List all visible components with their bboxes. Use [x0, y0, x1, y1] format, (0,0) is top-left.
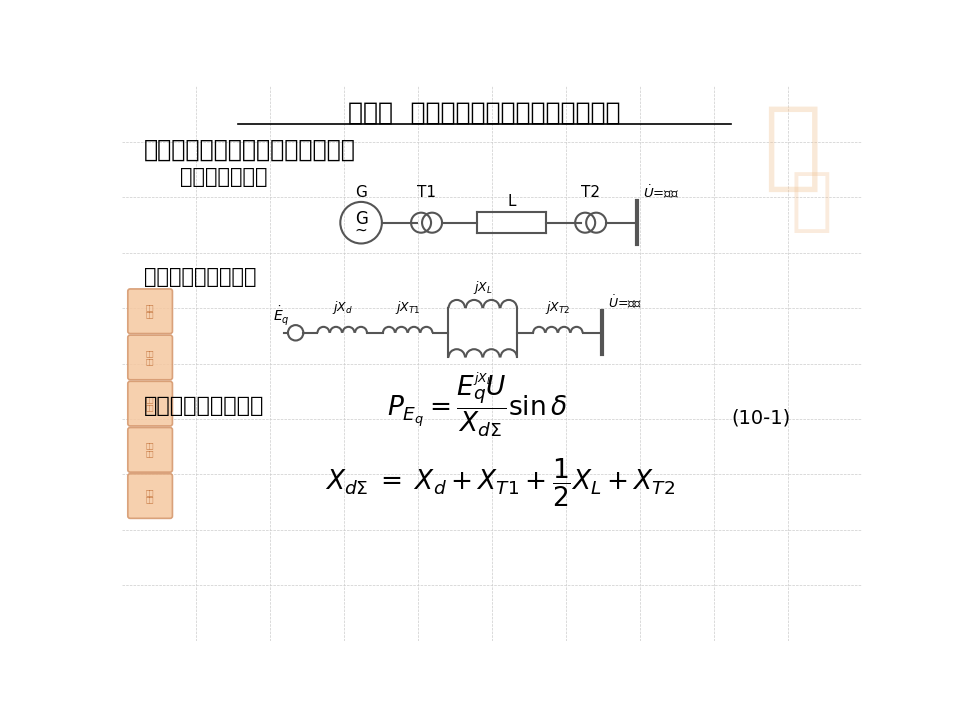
Text: 第一节  电力系统静态稳定性的基本概念: 第一节 电力系统静态稳定性的基本概念 [348, 101, 620, 125]
FancyBboxPatch shape [128, 335, 173, 379]
Text: $jX_L$: $jX_L$ [473, 279, 492, 296]
Text: 吉祥
如意: 吉祥 如意 [146, 443, 155, 457]
Text: 该系统的等值网络：: 该系统的等值网络： [144, 267, 256, 287]
Text: $jX_{T1}$: $jX_{T1}$ [395, 299, 420, 316]
Text: 其功－角特性关系为: 其功－角特性关系为 [144, 396, 264, 416]
Text: $jX_d$: $jX_d$ [332, 299, 352, 316]
Text: T2: T2 [581, 185, 600, 200]
FancyBboxPatch shape [128, 382, 173, 426]
FancyBboxPatch shape [128, 428, 173, 472]
Text: G: G [355, 185, 367, 200]
FancyBboxPatch shape [128, 289, 173, 333]
Text: 吉祥
如意: 吉祥 如意 [146, 489, 155, 503]
Text: 吉祥
如意: 吉祥 如意 [146, 397, 155, 410]
Text: 一、电力系统静态稳定的定性分析: 一、电力系统静态稳定的定性分析 [144, 138, 356, 161]
Text: $jX_L$: $jX_L$ [473, 370, 492, 387]
Text: $\dot{E}_q$: $\dot{E}_q$ [274, 305, 290, 328]
FancyBboxPatch shape [128, 474, 173, 518]
Text: (10-1): (10-1) [732, 408, 791, 427]
Text: $\dot{U}$=定值: $\dot{U}$=定值 [643, 184, 680, 200]
Text: 吉祥
如意: 吉祥 如意 [146, 304, 155, 318]
Text: 简单电力系统：: 简单电力系统： [180, 167, 268, 187]
Text: ~: ~ [355, 223, 368, 238]
Text: 之: 之 [791, 168, 832, 235]
Text: T1: T1 [417, 185, 436, 200]
Text: L: L [507, 194, 516, 209]
Text: $P_{E_q} = \dfrac{E_q U}{X_{d\Sigma}} \sin\delta$: $P_{E_q} = \dfrac{E_q U}{X_{d\Sigma}} \s… [387, 373, 566, 438]
Text: $\dot{U}$=定值: $\dot{U}$=定值 [609, 294, 642, 310]
Text: $jX_{T2}$: $jX_{T2}$ [545, 299, 570, 316]
Text: G: G [354, 210, 368, 228]
Text: $X_{d\Sigma} \;{=}\; X_d + X_{T1} + \dfrac{1}{2}X_L + X_{T2}$: $X_{d\Sigma} \;{=}\; X_d + X_{T1} + \dfr… [324, 456, 675, 509]
Text: 吉祥
如意: 吉祥 如意 [146, 351, 155, 364]
Text: 电: 电 [763, 102, 822, 194]
